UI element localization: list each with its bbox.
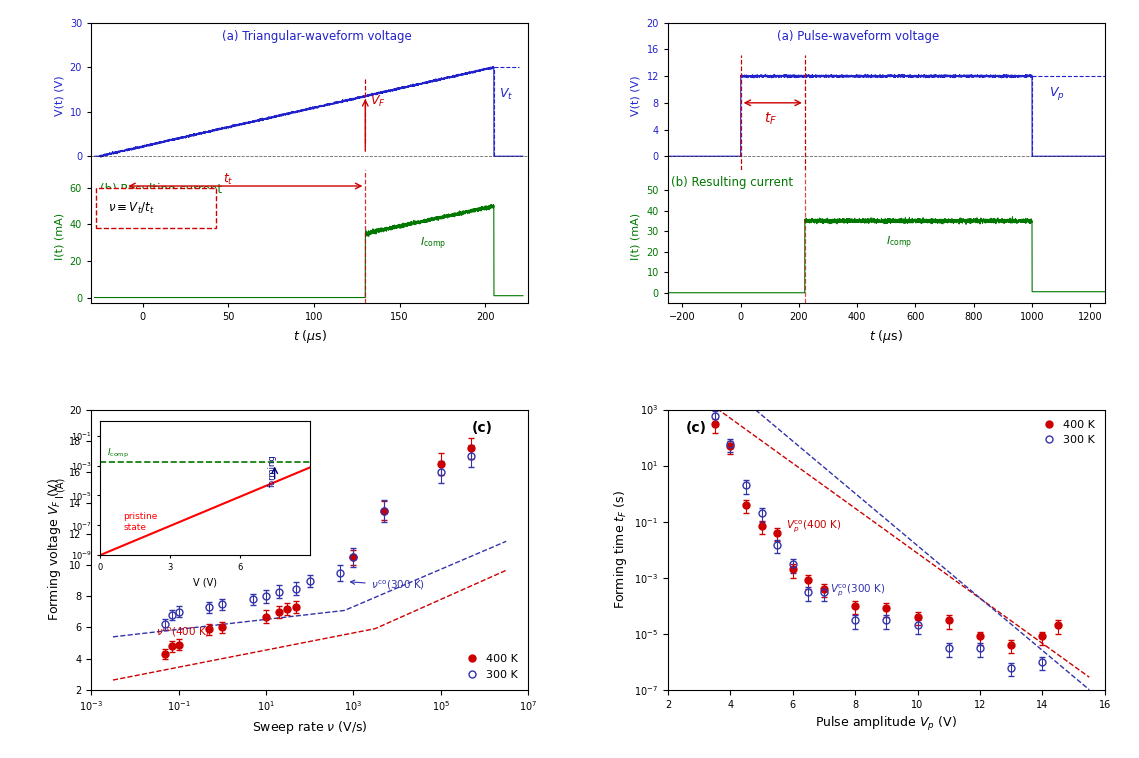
X-axis label: $t$ ($\mu$s): $t$ ($\mu$s) (293, 327, 327, 345)
Legend: 400 K, 300 K: 400 K, 300 K (1033, 415, 1099, 449)
Text: $V_p$: $V_p$ (1049, 85, 1065, 102)
Y-axis label: Forming time $t_F$ (s): Forming time $t_F$ (s) (612, 490, 629, 609)
Text: (b) Resulting current: (b) Resulting current (100, 183, 222, 196)
Text: $I_{\rm comp}$: $I_{\rm comp}$ (420, 236, 446, 252)
Text: $\nu \equiv V_t/t_t$: $\nu \equiv V_t/t_t$ (108, 201, 155, 216)
Text: (c): (c) (686, 421, 706, 435)
X-axis label: Pulse amplitude $V_p$ (V): Pulse amplitude $V_p$ (V) (816, 715, 957, 733)
Y-axis label: V(t) (V): V(t) (V) (55, 76, 64, 117)
Y-axis label: I(t) (mA): I(t) (mA) (631, 213, 641, 260)
Text: $\nu^{\rm co}$(300 K): $\nu^{\rm co}$(300 K) (351, 578, 425, 592)
Text: $I_{\rm comp}$: $I_{\rm comp}$ (886, 235, 912, 252)
Text: $V_p^{\rm co}$(400 K): $V_p^{\rm co}$(400 K) (787, 518, 842, 534)
X-axis label: $t$ ($\mu$s): $t$ ($\mu$s) (869, 327, 903, 345)
X-axis label: Sweep rate $\nu$ (V/s): Sweep rate $\nu$ (V/s) (252, 719, 368, 736)
Text: $V_F$: $V_F$ (370, 94, 386, 109)
Text: (a) Triangular-waveform voltage: (a) Triangular-waveform voltage (222, 30, 412, 43)
Text: $\nu^{\rm co}$(400 K): $\nu^{\rm co}$(400 K) (156, 625, 210, 639)
Text: (b) Resulting current: (b) Resulting current (671, 176, 793, 189)
Y-axis label: V(t) (V): V(t) (V) (631, 76, 641, 117)
Text: $t_F$: $t_F$ (764, 111, 777, 127)
Text: (a) Pulse-waveform voltage: (a) Pulse-waveform voltage (777, 30, 940, 43)
Y-axis label: I(t) (mA): I(t) (mA) (55, 213, 64, 260)
Legend: 400 K, 300 K: 400 K, 300 K (457, 650, 523, 684)
FancyBboxPatch shape (97, 188, 216, 228)
Text: $V_p^{\rm co}$(300 K): $V_p^{\rm co}$(300 K) (830, 582, 886, 598)
Y-axis label: Forming voltage $V_F$ (V): Forming voltage $V_F$ (V) (47, 478, 64, 622)
Text: $V_t$: $V_t$ (499, 87, 514, 102)
Text: (c): (c) (472, 421, 492, 435)
Text: $t_t$: $t_t$ (223, 172, 233, 187)
